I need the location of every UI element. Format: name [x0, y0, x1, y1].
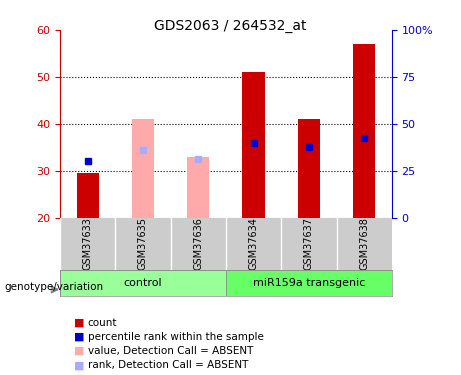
Text: GSM37638: GSM37638	[359, 217, 369, 270]
FancyBboxPatch shape	[60, 270, 226, 296]
Text: miR159a transgenic: miR159a transgenic	[253, 278, 365, 288]
Bar	[242, 72, 265, 217]
Bar	[298, 119, 320, 218]
Text: GSM37637: GSM37637	[304, 217, 314, 270]
Text: GDS2063 / 264532_at: GDS2063 / 264532_at	[154, 19, 307, 33]
Text: count: count	[88, 318, 117, 327]
Text: percentile rank within the sample: percentile rank within the sample	[88, 332, 264, 342]
Text: rank, Detection Call = ABSENT: rank, Detection Call = ABSENT	[88, 360, 248, 370]
Text: ■: ■	[74, 346, 84, 356]
Text: ■: ■	[74, 318, 84, 327]
Text: GSM37634: GSM37634	[248, 217, 259, 270]
Bar	[132, 119, 154, 218]
FancyBboxPatch shape	[226, 270, 392, 296]
Bar	[187, 157, 209, 218]
Text: value, Detection Call = ABSENT: value, Detection Call = ABSENT	[88, 346, 253, 356]
Text: GSM37635: GSM37635	[138, 217, 148, 270]
Text: ■: ■	[74, 332, 84, 342]
Bar	[353, 44, 375, 218]
Text: ■: ■	[74, 360, 84, 370]
Bar	[77, 173, 99, 217]
Text: genotype/variation: genotype/variation	[5, 282, 104, 292]
Text: GSM37636: GSM37636	[193, 217, 203, 270]
Text: GSM37633: GSM37633	[83, 217, 93, 270]
Text: control: control	[124, 278, 162, 288]
